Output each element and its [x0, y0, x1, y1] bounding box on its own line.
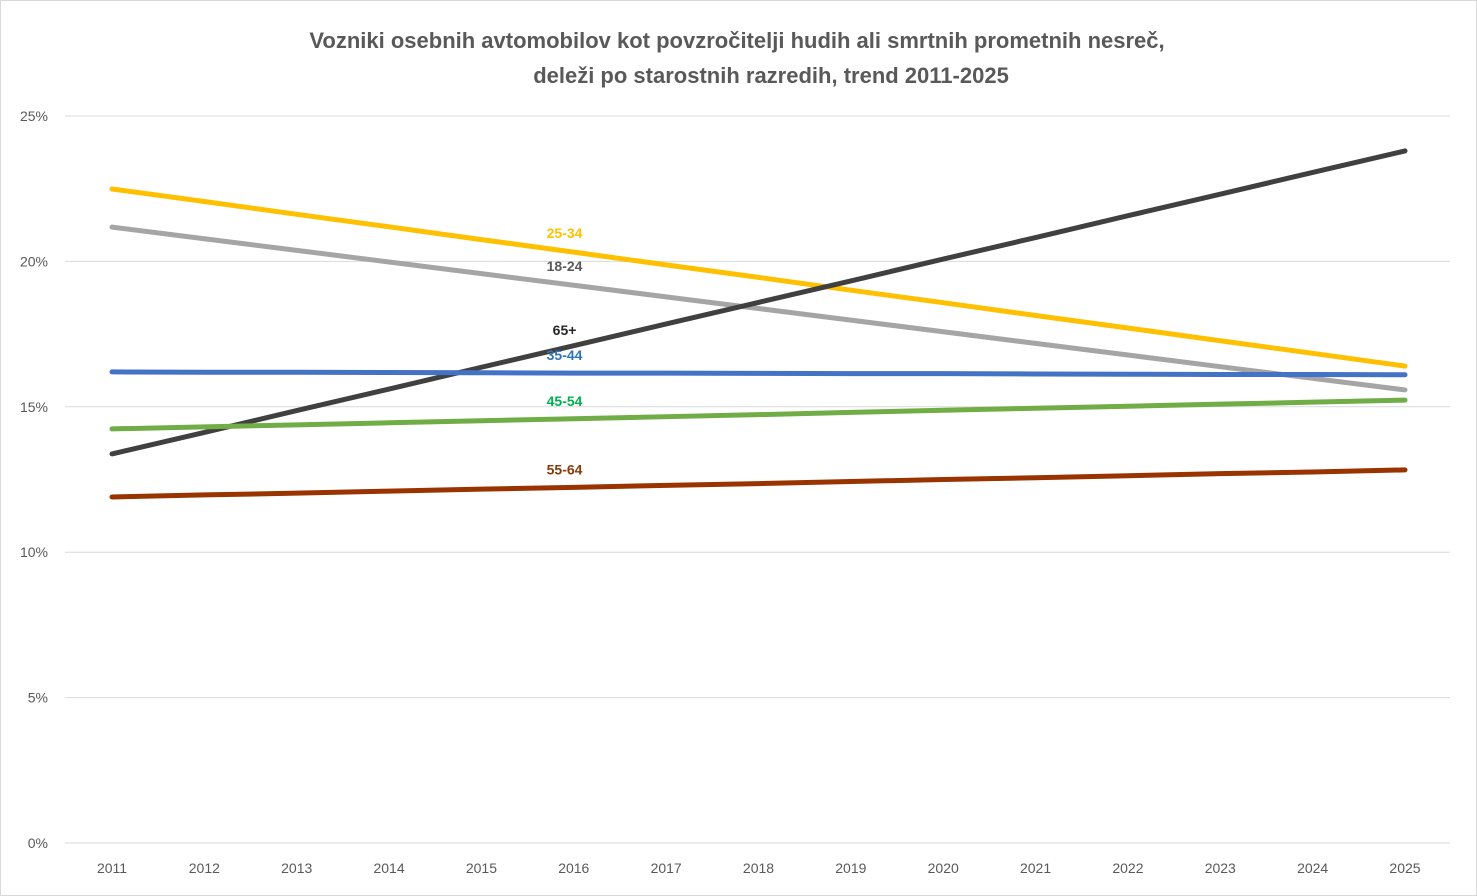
series-line-65+ [109, 148, 1408, 457]
x-tick-label: 2017 [651, 860, 682, 876]
x-tick-label: 2015 [466, 860, 497, 876]
series-label-35-44: 35-44 [547, 347, 583, 363]
series-label-65+: 65+ [553, 322, 577, 338]
series-line-55-64 [109, 467, 1408, 500]
x-tick-label: 2012 [189, 860, 220, 876]
x-tick-label: 2016 [558, 860, 589, 876]
y-tick-label: 20% [20, 253, 48, 269]
x-tick-label: 2023 [1205, 860, 1236, 876]
series-label-18-24: 18-24 [547, 258, 583, 274]
series-line-25-34 [109, 186, 1408, 369]
x-tick-label: 2022 [1112, 860, 1143, 876]
y-tick-label: 10% [20, 544, 48, 560]
x-tick-label: 2020 [928, 860, 959, 876]
y-tick-label: 15% [20, 399, 48, 415]
x-tick-label: 2014 [373, 860, 404, 876]
series-label-25-34: 25-34 [547, 225, 583, 241]
series-line-35-44 [109, 369, 1408, 378]
chart-title-line-2: deleži po starostnih razredih, trend 201… [533, 63, 1009, 88]
series-label-45-54: 45-54 [547, 393, 583, 409]
x-tick-label: 2021 [1020, 860, 1051, 876]
y-tick-label: 5% [28, 690, 48, 706]
chart-title-line-1: Vozniki osebnih avtomobilov kot povzroči… [309, 28, 1164, 53]
series-label-55-64: 55-64 [547, 462, 583, 478]
x-tick-label: 2011 [97, 860, 127, 876]
x-tick-label: 2024 [1297, 860, 1328, 876]
x-tick-label: 2019 [835, 860, 866, 876]
y-tick-label: 0% [28, 835, 48, 851]
x-tick-label: 2025 [1389, 860, 1420, 876]
series-line-45-54 [109, 397, 1408, 432]
x-tick-label: 2013 [281, 860, 312, 876]
x-tick-label: 2018 [743, 860, 774, 876]
series-line-18-24 [109, 224, 1408, 393]
y-tick-label: 25% [20, 108, 48, 124]
